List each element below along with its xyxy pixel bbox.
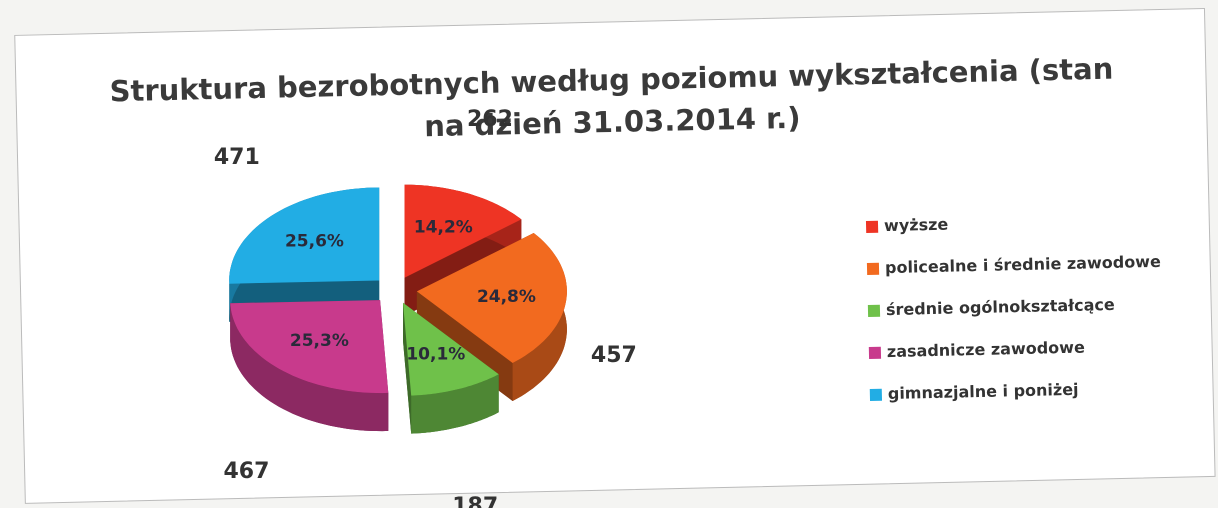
- value-label: 471: [214, 145, 260, 170]
- value-label: 262: [467, 107, 513, 132]
- percent-label: 25,6%: [285, 232, 344, 252]
- slice: [229, 187, 380, 284]
- legend-swatch: [867, 304, 881, 317]
- slice-side: [403, 302, 412, 434]
- slice: [416, 233, 567, 363]
- percent-label: 10,1%: [406, 345, 465, 365]
- value-label: 467: [224, 459, 270, 484]
- slice: [403, 302, 499, 396]
- legend-label: zasadnicze zawodowe: [887, 338, 1085, 361]
- slice-side: [411, 374, 499, 434]
- legend-swatch: [866, 262, 880, 276]
- percent-label: 24,8%: [477, 287, 536, 307]
- value-label: 187: [452, 494, 498, 508]
- percent-label: 14,2%: [414, 217, 473, 237]
- pie: [229, 184, 567, 434]
- legend-label: gimnazjalne i poniżej: [888, 380, 1079, 403]
- legend-label: wyższe: [884, 215, 949, 235]
- slice: [404, 184, 522, 278]
- legend-swatch: [865, 220, 879, 234]
- slice: [230, 300, 389, 394]
- slice-side: [230, 303, 389, 432]
- percent-label: 25,3%: [290, 331, 349, 351]
- legend-swatch: [869, 388, 883, 401]
- legend-swatch: [868, 346, 882, 359]
- value-label: 457: [591, 343, 637, 368]
